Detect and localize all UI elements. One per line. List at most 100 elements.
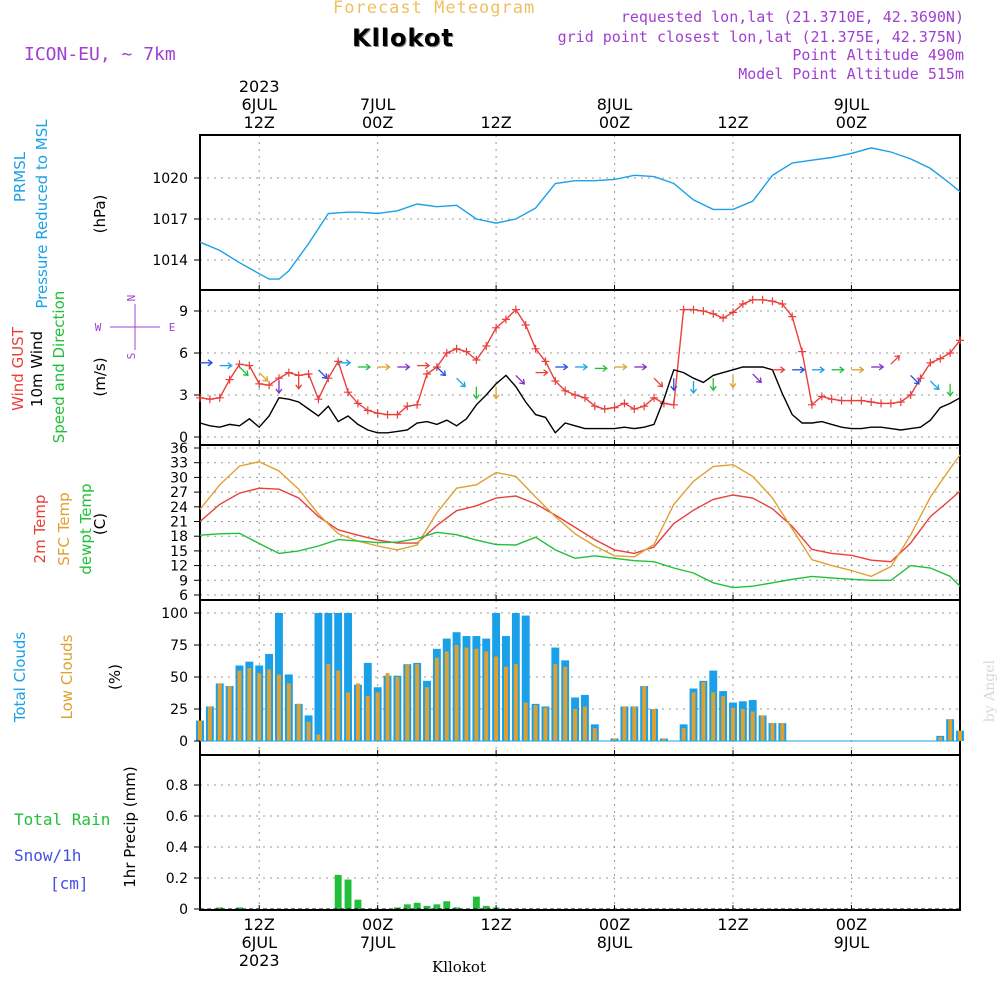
y-tick-label: 9 xyxy=(179,304,188,320)
gust-marker xyxy=(235,360,244,369)
y-tick-label: 1020 xyxy=(152,171,188,187)
low-cloud-bar xyxy=(425,687,429,741)
wind-arrow-head xyxy=(859,366,865,374)
wind-arrow-head xyxy=(933,384,940,391)
precip-bar xyxy=(216,907,224,909)
gust-marker xyxy=(363,406,372,415)
top-hour-label: 00Z xyxy=(362,113,393,132)
y-tick-label: 0 xyxy=(179,734,188,750)
y-tick-label: 0.2 xyxy=(166,871,188,887)
y-tick-label: 0.6 xyxy=(166,809,188,825)
y-tick-label: 30 xyxy=(170,470,188,486)
gust-marker xyxy=(877,399,886,408)
gust-marker xyxy=(383,410,392,419)
gust-marker xyxy=(413,400,422,409)
bottom-hour-label: 12Z xyxy=(480,915,511,934)
temp-sfc-line xyxy=(199,454,961,578)
y-tick-label: 1017 xyxy=(152,212,188,228)
top-hour-label: 00Z xyxy=(599,113,630,132)
wind-arrow-head xyxy=(622,363,628,371)
gust-marker xyxy=(590,402,599,411)
model-altitude: Model Point Altitude 515m xyxy=(738,65,964,83)
model-label: ICON-EU, ~ 7km xyxy=(24,44,176,65)
gust-marker xyxy=(738,300,747,308)
gust-marker xyxy=(847,396,856,405)
panel-frame-4 xyxy=(199,754,961,911)
precip-bar xyxy=(354,899,362,909)
gust-marker xyxy=(334,357,343,366)
low-cloud-bar xyxy=(375,692,380,741)
gust-marker xyxy=(403,402,412,411)
wind-arrow-head xyxy=(460,381,466,388)
low-cloud-bar xyxy=(296,703,301,741)
total-rain-label: Total Rain xyxy=(14,810,111,829)
gust-marker xyxy=(896,398,905,406)
grid-coords: grid point closest lon,lat (21.375E, 42.… xyxy=(557,28,964,46)
low-cloud-bar xyxy=(415,664,420,741)
wind-arrow xyxy=(929,380,940,390)
gust-marker xyxy=(758,295,767,304)
low-cloud-bar xyxy=(533,705,538,741)
wind-arrow-head xyxy=(602,364,608,372)
gust-marker xyxy=(719,314,728,322)
bottom-hour-label: 00Z xyxy=(362,915,393,934)
chart-subtitle: Forecast Meteogram xyxy=(333,0,536,18)
wind-arrow-head xyxy=(582,363,589,371)
wind-arrow xyxy=(910,374,920,385)
y-tick-label: 21 xyxy=(170,515,188,531)
requested-coords: requested lon,lat (21.3710E, 42.3690N) xyxy=(620,8,964,26)
low-cloud-bar xyxy=(504,666,508,741)
top-date-label: 6JUL xyxy=(241,95,277,114)
gust-marker xyxy=(857,396,866,405)
pressure-line xyxy=(199,147,961,280)
low-cloud-bar xyxy=(661,738,666,741)
gust-marker xyxy=(788,312,797,321)
y-tick-label: 33 xyxy=(170,456,188,472)
gust-marker xyxy=(373,409,382,418)
wind-gust-line xyxy=(199,299,961,416)
compass-n: N xyxy=(125,295,138,302)
gust-marker xyxy=(265,381,274,390)
top-hour-label: 12Z xyxy=(717,113,748,132)
top-hour-label: 12Z xyxy=(480,113,511,132)
low-cloud-bar xyxy=(247,668,252,741)
wind-arrow xyxy=(456,377,466,388)
gust-marker xyxy=(798,347,807,356)
low-cloud-bar xyxy=(573,709,578,741)
gust-marker xyxy=(501,315,510,324)
top-date-label: 8JUL xyxy=(597,95,633,114)
gust-marker xyxy=(274,374,283,383)
gust-marker xyxy=(452,344,461,353)
low-cloud-bar xyxy=(316,734,321,741)
precip-bar xyxy=(236,907,243,909)
low-cloud-bar xyxy=(207,706,212,741)
wind-arrow-head xyxy=(819,366,826,374)
precip-bar xyxy=(472,896,480,909)
wind-10m-line xyxy=(199,366,961,434)
low-cloud-bar xyxy=(336,670,341,741)
snow-unit-label: [cm] xyxy=(50,874,89,893)
precip-bar xyxy=(403,904,411,909)
precip-bar xyxy=(482,905,490,909)
wind-arrow-head xyxy=(780,366,786,374)
y-tick-label: 27 xyxy=(170,485,188,501)
gust-marker xyxy=(768,297,777,306)
gust-marker xyxy=(561,386,570,395)
low-cloud-bar xyxy=(434,657,439,741)
low-cloud-bar xyxy=(592,728,597,741)
low-cloud-bar xyxy=(227,685,232,741)
wind-arrow-head xyxy=(543,369,549,377)
low-cloud-bar xyxy=(563,666,568,741)
gust-marker xyxy=(600,405,609,413)
wind-arrow-head xyxy=(878,363,885,371)
gust-marker xyxy=(245,361,254,370)
wind-arrow xyxy=(317,369,328,379)
precip-bar xyxy=(443,901,451,909)
gust-marker xyxy=(916,374,925,383)
y-tick-label: 1014 xyxy=(152,253,188,269)
gust-marker xyxy=(423,370,432,378)
wind-arrow-head xyxy=(894,355,901,361)
gust-marker xyxy=(255,379,264,388)
wind-arrow xyxy=(653,377,663,388)
low-cloud-bar xyxy=(770,723,775,741)
